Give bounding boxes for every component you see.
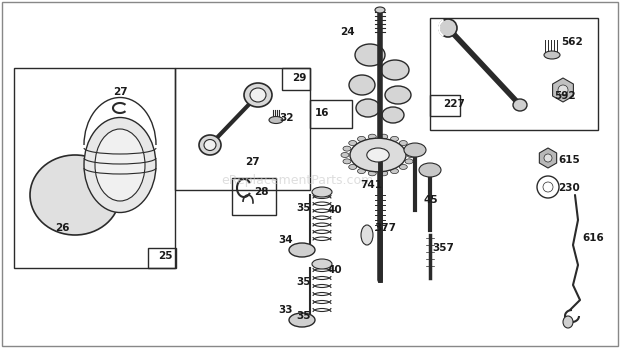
Ellipse shape xyxy=(43,167,107,222)
Ellipse shape xyxy=(544,51,560,59)
Ellipse shape xyxy=(563,316,573,328)
Ellipse shape xyxy=(513,99,527,111)
Text: 40: 40 xyxy=(327,205,342,215)
Text: 26: 26 xyxy=(55,223,69,233)
Ellipse shape xyxy=(250,88,266,102)
Ellipse shape xyxy=(399,165,407,169)
Text: 24: 24 xyxy=(340,27,355,37)
Bar xyxy=(232,178,276,215)
Text: 27: 27 xyxy=(245,157,260,167)
Ellipse shape xyxy=(381,60,409,80)
Ellipse shape xyxy=(289,313,315,327)
Text: eReplacementParts.com: eReplacementParts.com xyxy=(221,174,374,188)
Ellipse shape xyxy=(391,169,399,174)
Ellipse shape xyxy=(391,136,399,141)
Bar xyxy=(175,68,310,190)
Bar xyxy=(430,95,460,116)
Ellipse shape xyxy=(348,165,356,169)
Ellipse shape xyxy=(199,135,221,155)
Text: 615: 615 xyxy=(558,155,580,165)
Ellipse shape xyxy=(379,171,388,176)
Ellipse shape xyxy=(84,118,156,213)
Ellipse shape xyxy=(375,7,385,13)
Ellipse shape xyxy=(385,86,411,104)
Ellipse shape xyxy=(379,134,388,139)
Ellipse shape xyxy=(358,136,366,141)
Text: 25: 25 xyxy=(158,251,172,261)
Ellipse shape xyxy=(95,129,145,201)
Text: 592: 592 xyxy=(554,91,575,101)
Ellipse shape xyxy=(204,140,216,150)
Bar xyxy=(310,100,352,128)
Ellipse shape xyxy=(419,163,441,177)
Text: 377: 377 xyxy=(374,223,396,233)
Text: 40: 40 xyxy=(327,265,342,275)
Text: 227: 227 xyxy=(443,99,465,109)
Bar xyxy=(148,248,176,268)
Ellipse shape xyxy=(289,243,315,257)
Ellipse shape xyxy=(350,138,406,172)
Ellipse shape xyxy=(358,169,366,174)
Ellipse shape xyxy=(244,83,272,107)
Text: 27: 27 xyxy=(113,87,128,97)
Ellipse shape xyxy=(356,99,380,117)
Text: 33: 33 xyxy=(278,305,293,315)
Text: 34: 34 xyxy=(278,235,293,245)
Ellipse shape xyxy=(405,159,413,164)
Ellipse shape xyxy=(439,19,457,37)
Ellipse shape xyxy=(348,141,356,145)
Ellipse shape xyxy=(355,44,385,66)
Ellipse shape xyxy=(343,146,351,151)
Bar xyxy=(14,68,175,268)
Text: 45: 45 xyxy=(424,195,438,205)
Ellipse shape xyxy=(36,161,114,229)
Circle shape xyxy=(544,154,552,162)
Ellipse shape xyxy=(30,155,120,235)
Text: 230: 230 xyxy=(558,183,580,193)
Ellipse shape xyxy=(367,148,389,162)
Text: 35: 35 xyxy=(296,203,311,213)
Ellipse shape xyxy=(269,117,283,124)
Ellipse shape xyxy=(312,187,332,197)
Ellipse shape xyxy=(349,75,375,95)
Text: 616: 616 xyxy=(582,233,604,243)
Text: 32: 32 xyxy=(279,113,293,123)
Ellipse shape xyxy=(343,159,351,164)
Text: 29: 29 xyxy=(292,73,306,83)
Ellipse shape xyxy=(312,259,332,269)
Circle shape xyxy=(558,85,568,95)
Text: 35: 35 xyxy=(296,277,311,287)
Ellipse shape xyxy=(407,152,415,158)
Ellipse shape xyxy=(405,146,413,151)
Ellipse shape xyxy=(404,143,426,157)
Ellipse shape xyxy=(341,152,349,158)
Text: 741: 741 xyxy=(360,180,382,190)
Bar xyxy=(430,18,598,130)
Ellipse shape xyxy=(382,107,404,123)
Text: 28: 28 xyxy=(254,187,268,197)
Text: 562: 562 xyxy=(561,37,583,47)
Ellipse shape xyxy=(368,171,376,176)
Bar xyxy=(282,68,310,90)
Ellipse shape xyxy=(361,225,373,245)
Text: 357: 357 xyxy=(432,243,454,253)
Text: 35: 35 xyxy=(296,311,311,321)
Ellipse shape xyxy=(399,141,407,145)
Ellipse shape xyxy=(368,134,376,139)
Text: 16: 16 xyxy=(315,108,329,118)
